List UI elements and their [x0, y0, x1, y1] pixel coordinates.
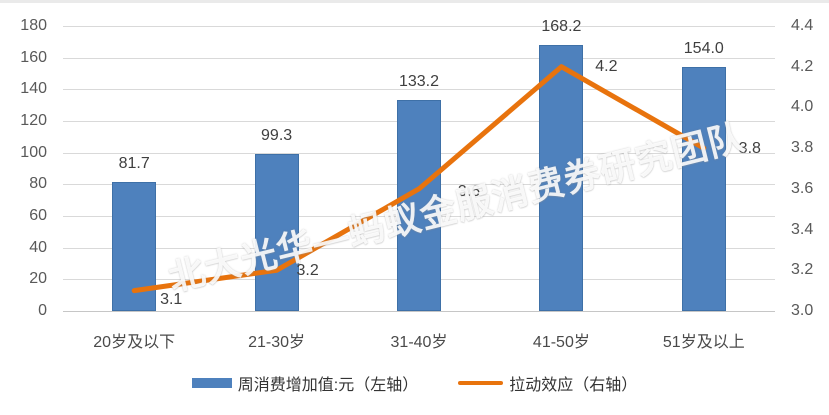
y-axis-right-tick: 4.0	[791, 98, 814, 116]
y-axis-left-tick: 0	[38, 302, 47, 319]
gridline	[63, 57, 775, 59]
y-axis-left-tick: 80	[29, 175, 47, 193]
y-axis-right-tick: 4.4	[791, 17, 814, 34]
gridline	[63, 311, 775, 312]
legend-item-line: 拉动效应（右轴）	[458, 371, 637, 395]
line-series-swatch	[458, 381, 504, 385]
x-axis-label: 31-40岁	[390, 334, 448, 351]
y-axis-right-tick: 3.0	[791, 302, 814, 319]
legend: 周消费增加值:元（左轴） 拉动效应（右轴）	[0, 371, 829, 395]
x-axis-label: 20岁及以下	[93, 334, 176, 351]
line-value-label: 3.2	[296, 262, 319, 280]
y-axis-left-tick: 100	[20, 143, 47, 161]
bar-value-label: 81.7	[118, 154, 150, 172]
gridline	[63, 89, 775, 91]
line-value-label: 4.2	[595, 57, 618, 75]
trend-line	[131, 64, 707, 294]
line-value-label: 3.8	[738, 140, 761, 158]
legend-label-line: 拉动效应（右轴）	[509, 377, 638, 394]
bar	[681, 67, 726, 311]
y-axis-left-tick: 60	[29, 207, 47, 224]
y-axis-right-tick: 3.8	[791, 139, 814, 157]
x-axis-label: 51岁及以上	[662, 334, 745, 351]
y-axis-right-tick: 3.4	[791, 220, 814, 238]
bar	[254, 153, 299, 311]
y-axis-right-tick: 3.2	[791, 261, 814, 279]
x-axis-label: 41-50岁	[532, 334, 590, 351]
bar-value-label: 168.2	[541, 17, 582, 35]
bar-value-label: 133.2	[398, 73, 440, 91]
bar-value-label: 99.3	[261, 126, 293, 144]
bar	[539, 44, 584, 311]
legend-item-bar: 周消费增加值:元（左轴）	[191, 371, 419, 395]
y-axis-right-tick: 4.2	[791, 57, 814, 75]
line-value-label: 3.1	[160, 290, 183, 308]
bar	[397, 100, 441, 311]
gridline	[63, 26, 775, 27]
y-axis-left-tick: 20	[29, 270, 47, 288]
line-value-label: 3.6	[457, 182, 481, 200]
x-axis-label: 21-30岁	[248, 334, 306, 351]
y-axis-right-tick: 3.6	[791, 179, 814, 197]
bar-series-swatch	[191, 378, 232, 388]
y-axis-left-tick: 40	[29, 238, 47, 256]
y-axis-left-tick: 120	[20, 112, 47, 129]
y-axis-left-tick: 160	[20, 48, 47, 66]
plot-area: 81.7 99.3 133.2 168.2 154.0 3.1 3.2 3.6 4.2 3.8	[63, 18, 775, 312]
y-axis-left-tick: 140	[20, 80, 47, 98]
y-axis-left-tick: 180	[20, 17, 47, 34]
screenshot-top-border	[0, 0, 829, 3]
bar-value-label: 154.0	[683, 40, 724, 58]
legend-label-bar: 周消费增加值:元（左轴）	[237, 377, 419, 394]
